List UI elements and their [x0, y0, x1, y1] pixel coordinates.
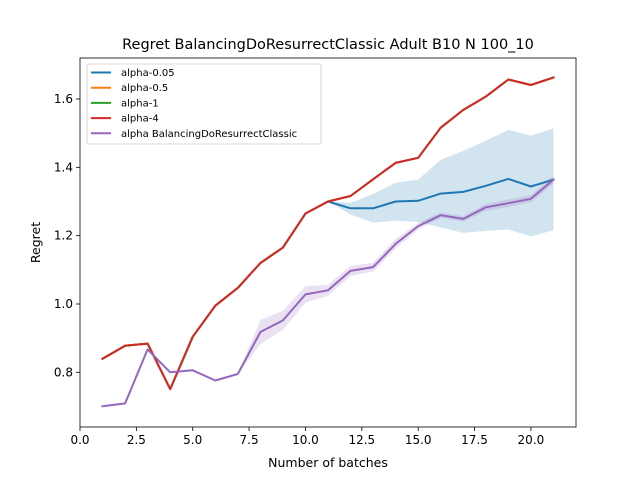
y-tick-label: 1.4: [54, 160, 73, 174]
x-tick-label: 17.5: [461, 433, 488, 447]
plot-frame: [79, 57, 577, 428]
series-line-alpha-balancingdoresurrectclassic: [101, 178, 555, 408]
legend-label-alpha-0-05: alpha-0.05: [121, 68, 175, 79]
x-tick-label: 0.0: [70, 433, 89, 447]
x-tick-label: 15.0: [405, 433, 432, 447]
x-tick-label: 20.0: [518, 433, 545, 447]
y-tick-label: 1.6: [54, 92, 73, 106]
x-tick-label: 12.5: [348, 433, 375, 447]
x-axis-ticks: 0.0 2.5 5.0 7.5 10.0 12.5 15.0 17.5 20.0: [70, 427, 544, 447]
x-axis-label: Number of batches: [268, 455, 388, 470]
chart-title: Regret BalancingDoResurrectClassic Adult…: [122, 37, 534, 53]
series-lines: [101, 76, 555, 408]
y-axis-ticks: 0.8 1.0 1.2 1.4 1.6: [54, 92, 80, 379]
legend: alpha-0.05 alpha-0.5 alpha-1 alpha-4 alpha B…: [86, 63, 322, 145]
legend-label-alpha-balancingdoresurrectclassic: alpha BalancingDoResurrectClassic: [121, 129, 297, 140]
y-tick-label: 1.0: [54, 297, 73, 311]
y-tick-label: 1.2: [54, 229, 73, 243]
legend-label-alpha-4: alpha-4: [121, 114, 159, 125]
y-axis-label: Regret: [28, 222, 43, 263]
x-tick-label: 10.0: [292, 433, 319, 447]
x-tick-label: 5.0: [183, 433, 202, 447]
legend-label-alpha-0-5: alpha-0.5: [121, 83, 168, 94]
legend-label-alpha-1: alpha-1: [121, 98, 159, 109]
y-tick-label: 0.8: [54, 365, 73, 379]
x-tick-label: 7.5: [240, 433, 259, 447]
legend-box: [86, 63, 322, 145]
x-tick-label: 2.5: [127, 433, 146, 447]
